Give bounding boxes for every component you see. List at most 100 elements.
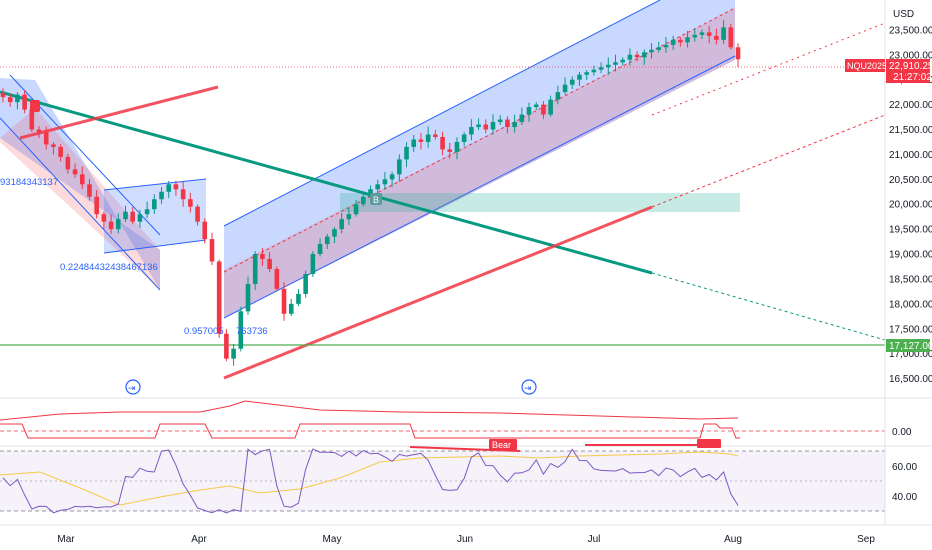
oscillator-pane [0,397,932,439]
y-tick-label: 22,000.00 [889,100,932,111]
osc-line-top [0,400,738,421]
candle-body [324,236,330,245]
y-tick-label: 23,500.00 [889,25,932,36]
candle-body [375,184,381,190]
candle-body [519,114,525,123]
x-axis[interactable]: Mar Apr May Jun Jul Aug Sep [0,524,932,545]
candle-body [137,214,143,222]
small-channel-fill [104,179,206,253]
candles [0,20,741,366]
candle-body [555,92,561,100]
level-tag[interactable] [886,339,930,352]
y-tick-label: 20,500.00 [889,175,932,186]
candle-body [418,139,424,142]
candle-body [404,146,409,160]
candle-body [332,229,337,237]
green-trendline[interactable] [0,90,653,275]
candle-body [152,199,157,210]
candle-body [389,174,395,180]
candle-body [173,184,179,190]
red-trendline-lower[interactable] [223,205,653,380]
bear-divergence-1 [409,446,521,452]
arrow-circle-icon-2[interactable] [521,379,537,395]
candle-body [87,184,92,197]
candle-body [577,74,582,80]
symbol-tag[interactable] [845,59,885,72]
candle-body [130,211,136,222]
b-marker[interactable] [370,193,382,205]
level-tag-text: 17,127.00 [889,341,932,352]
candle-body [620,59,626,63]
candle-body [512,122,517,128]
candle-body [317,244,323,255]
candle-body [591,69,597,73]
rsi-tick-label: 40.00 [892,492,917,503]
y-tick-label: 17,000.00 [889,349,932,360]
y-tick-label: 16,500.00 [889,374,932,385]
candle-body [541,104,546,115]
candle-body [123,211,128,220]
candle-body [505,119,510,128]
candle-body [411,139,417,147]
candle-body [483,124,489,130]
small-channel-bottom[interactable] [103,239,207,254]
green-trendline-ext [651,272,886,341]
y-tick-label: 19,000.00 [889,250,932,261]
candle-body [433,134,438,137]
candle-body [728,27,734,48]
candle-body [692,34,698,38]
s-marker[interactable] [30,100,40,112]
candle-body [598,67,604,70]
candle-body [303,273,308,294]
candle-body [180,189,186,200]
candle-body [461,134,467,142]
x-tick-label: Jul [588,534,601,545]
rsi-tick-label: 60.00 [892,462,917,473]
candle-body [65,156,71,170]
bear-tag-text: Bear [492,440,511,450]
x-tick-label: Mar [57,534,75,545]
candle-body [678,39,683,43]
candle-body [51,144,56,147]
x-tick-label: Aug [724,534,742,545]
candle-body [425,134,431,142]
candle-body [296,293,301,304]
red-trendline-upper[interactable] [19,85,219,140]
symbol-tag-text: NQU2025 [847,61,887,71]
candle-body [339,219,344,230]
y-tick-label: 18,000.00 [889,299,932,310]
candle-body [490,122,496,130]
candle-body [469,127,474,135]
candle-body [310,254,316,274]
candle-body [382,179,388,185]
candle-body [714,35,719,40]
channel-top-line[interactable] [223,0,661,227]
y-tick-label: 19,500.00 [889,225,932,236]
bear-tag-bg[interactable] [489,439,517,450]
price-tag[interactable] [886,59,930,83]
candle-body [735,47,741,60]
candle-body [288,303,294,314]
y-axis[interactable]: USD 23,500.0023,000.0022,500.0022,000.00… [884,0,932,525]
candle-body [72,169,78,175]
candle-body [144,209,150,215]
candle-body [94,196,99,215]
y-tick-label: 23,000.00 [889,50,932,61]
down-channel-bottom[interactable] [0,117,161,291]
candle-body [642,52,647,58]
candle-body [7,97,13,103]
arrow-circle-icon-1[interactable] [125,379,141,395]
small-channel-top[interactable] [103,178,207,191]
y-tick-label: 17,500.00 [889,324,932,335]
channel-bottom-line[interactable] [223,55,736,319]
candle-body [0,93,6,98]
candle-body [454,141,460,152]
candle-body [101,214,107,222]
candle-body [706,32,712,36]
osc-tick-label: 0.00 [892,427,912,438]
candle-body [613,62,618,65]
candle-body [656,47,662,50]
arrow-icon-1: ⇥ [128,384,136,394]
support-zone[interactable] [340,193,740,212]
